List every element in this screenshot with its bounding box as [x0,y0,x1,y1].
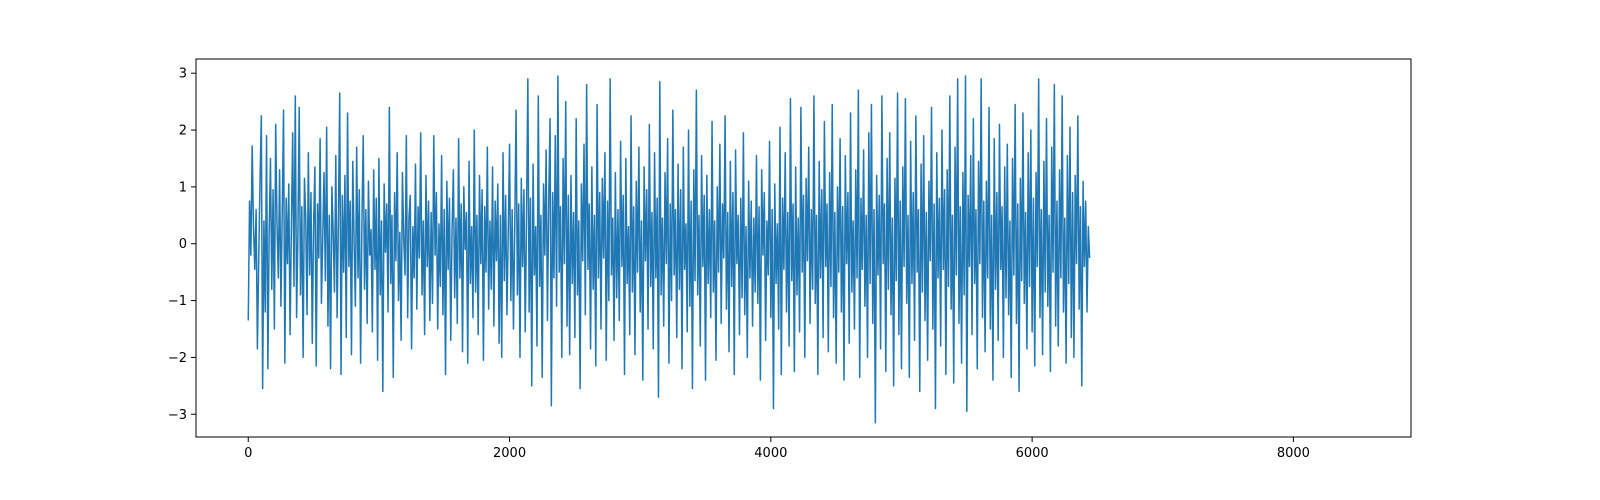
x-tick-label: 6000 [1016,446,1049,461]
x-tick-label: 8000 [1277,446,1310,461]
y-tick-label: 2 [179,124,187,139]
plot-area [195,58,1412,438]
y-tick-label: −3 [168,408,187,423]
x-tick-label: 0 [244,446,252,461]
y-tick-label: −2 [168,351,187,366]
y-axis: −3 −2 −1 0 1 2 3 [168,67,196,423]
y-tick-label: 1 [179,180,187,195]
x-tick-label: 2000 [493,446,526,461]
series-layer [247,75,1091,424]
series-line-0 [247,75,1091,424]
plot-frame [195,58,1412,438]
y-tick-label: 0 [179,237,187,252]
x-tick-label: 4000 [754,446,787,461]
y-tick-label: −1 [168,294,187,309]
y-tick-label: 3 [179,67,187,82]
x-axis: 0 2000 4000 6000 8000 [244,437,1310,461]
